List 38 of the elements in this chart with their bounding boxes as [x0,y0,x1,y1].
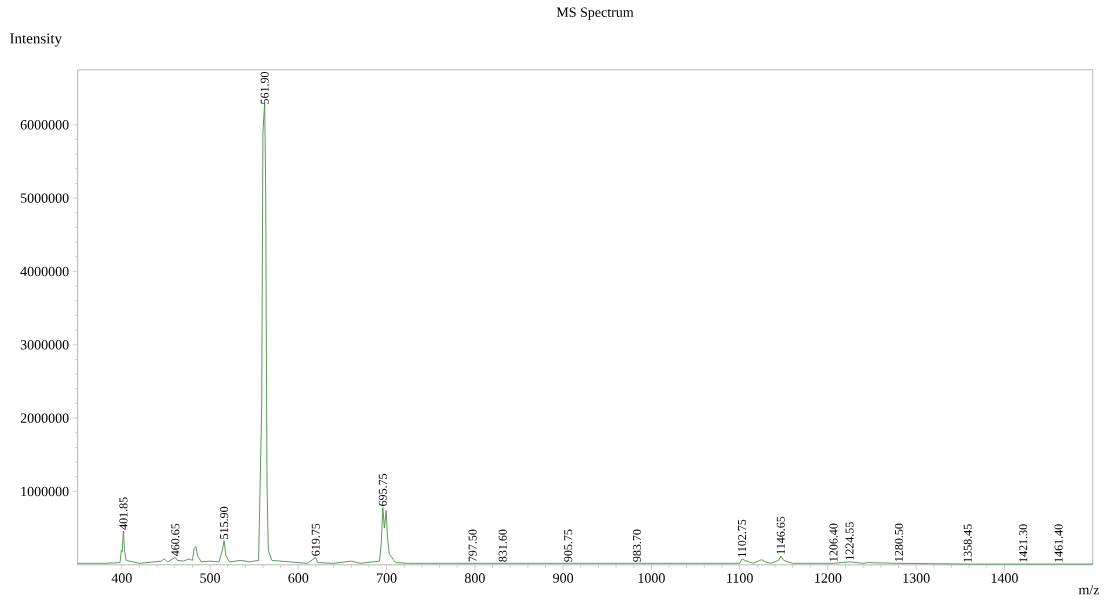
annotation: 1206.40 [829,523,838,562]
x-tick-label: 800 [464,573,485,583]
annotation: 561.90 [260,71,269,104]
annotation: 695.75 [378,473,387,506]
annotation: 619.75 [311,523,320,556]
y-tick-label: 4000000 [20,266,69,277]
y-tick-label: 1000000 [21,486,69,497]
y-tick-label: 6000000 [20,120,69,130]
x-tick-label: 1100 [727,573,753,583]
y-tick-label: 2000000 [20,413,69,423]
annotation: 983.70 [632,529,642,562]
x-tick-label: 400 [111,573,132,583]
x-tick-label: 1400 [991,573,1018,583]
y-axis-title: Intensity [10,33,62,47]
annotation: 1358.45 [963,524,972,562]
annotation: 1224.55 [845,522,854,560]
x-tick-label: 1200 [815,573,842,583]
annotation: 515.90 [220,506,229,539]
x-tick-label: 700 [377,573,397,583]
x-tick-label: 900 [553,573,574,583]
chart-title: MS Spectrum [556,7,634,20]
y-tick-label: 3000000 [20,340,69,350]
annotation: 831.60 [498,529,507,562]
x-axis-title: m/z [1078,585,1100,595]
annotation: 1280.50 [894,523,904,562]
annotation: 401.85 [119,497,128,530]
annotation: 1146.65 [776,516,785,554]
annotation: 1421.30 [1019,524,1028,562]
x-tick-label: 1300 [903,573,930,583]
x-tick-label: 600 [288,573,309,583]
annotation: 1102.75 [737,519,747,557]
x-tick-label: 500 [200,573,221,583]
annotation: 905.75 [564,529,573,562]
x-tick-label: 1000 [638,573,665,583]
annotation: 460.65 [171,523,180,557]
y-tick-label: 5000000 [20,193,69,203]
annotation: 1461.40 [1054,524,1063,562]
annotation: 797.50 [468,529,477,562]
